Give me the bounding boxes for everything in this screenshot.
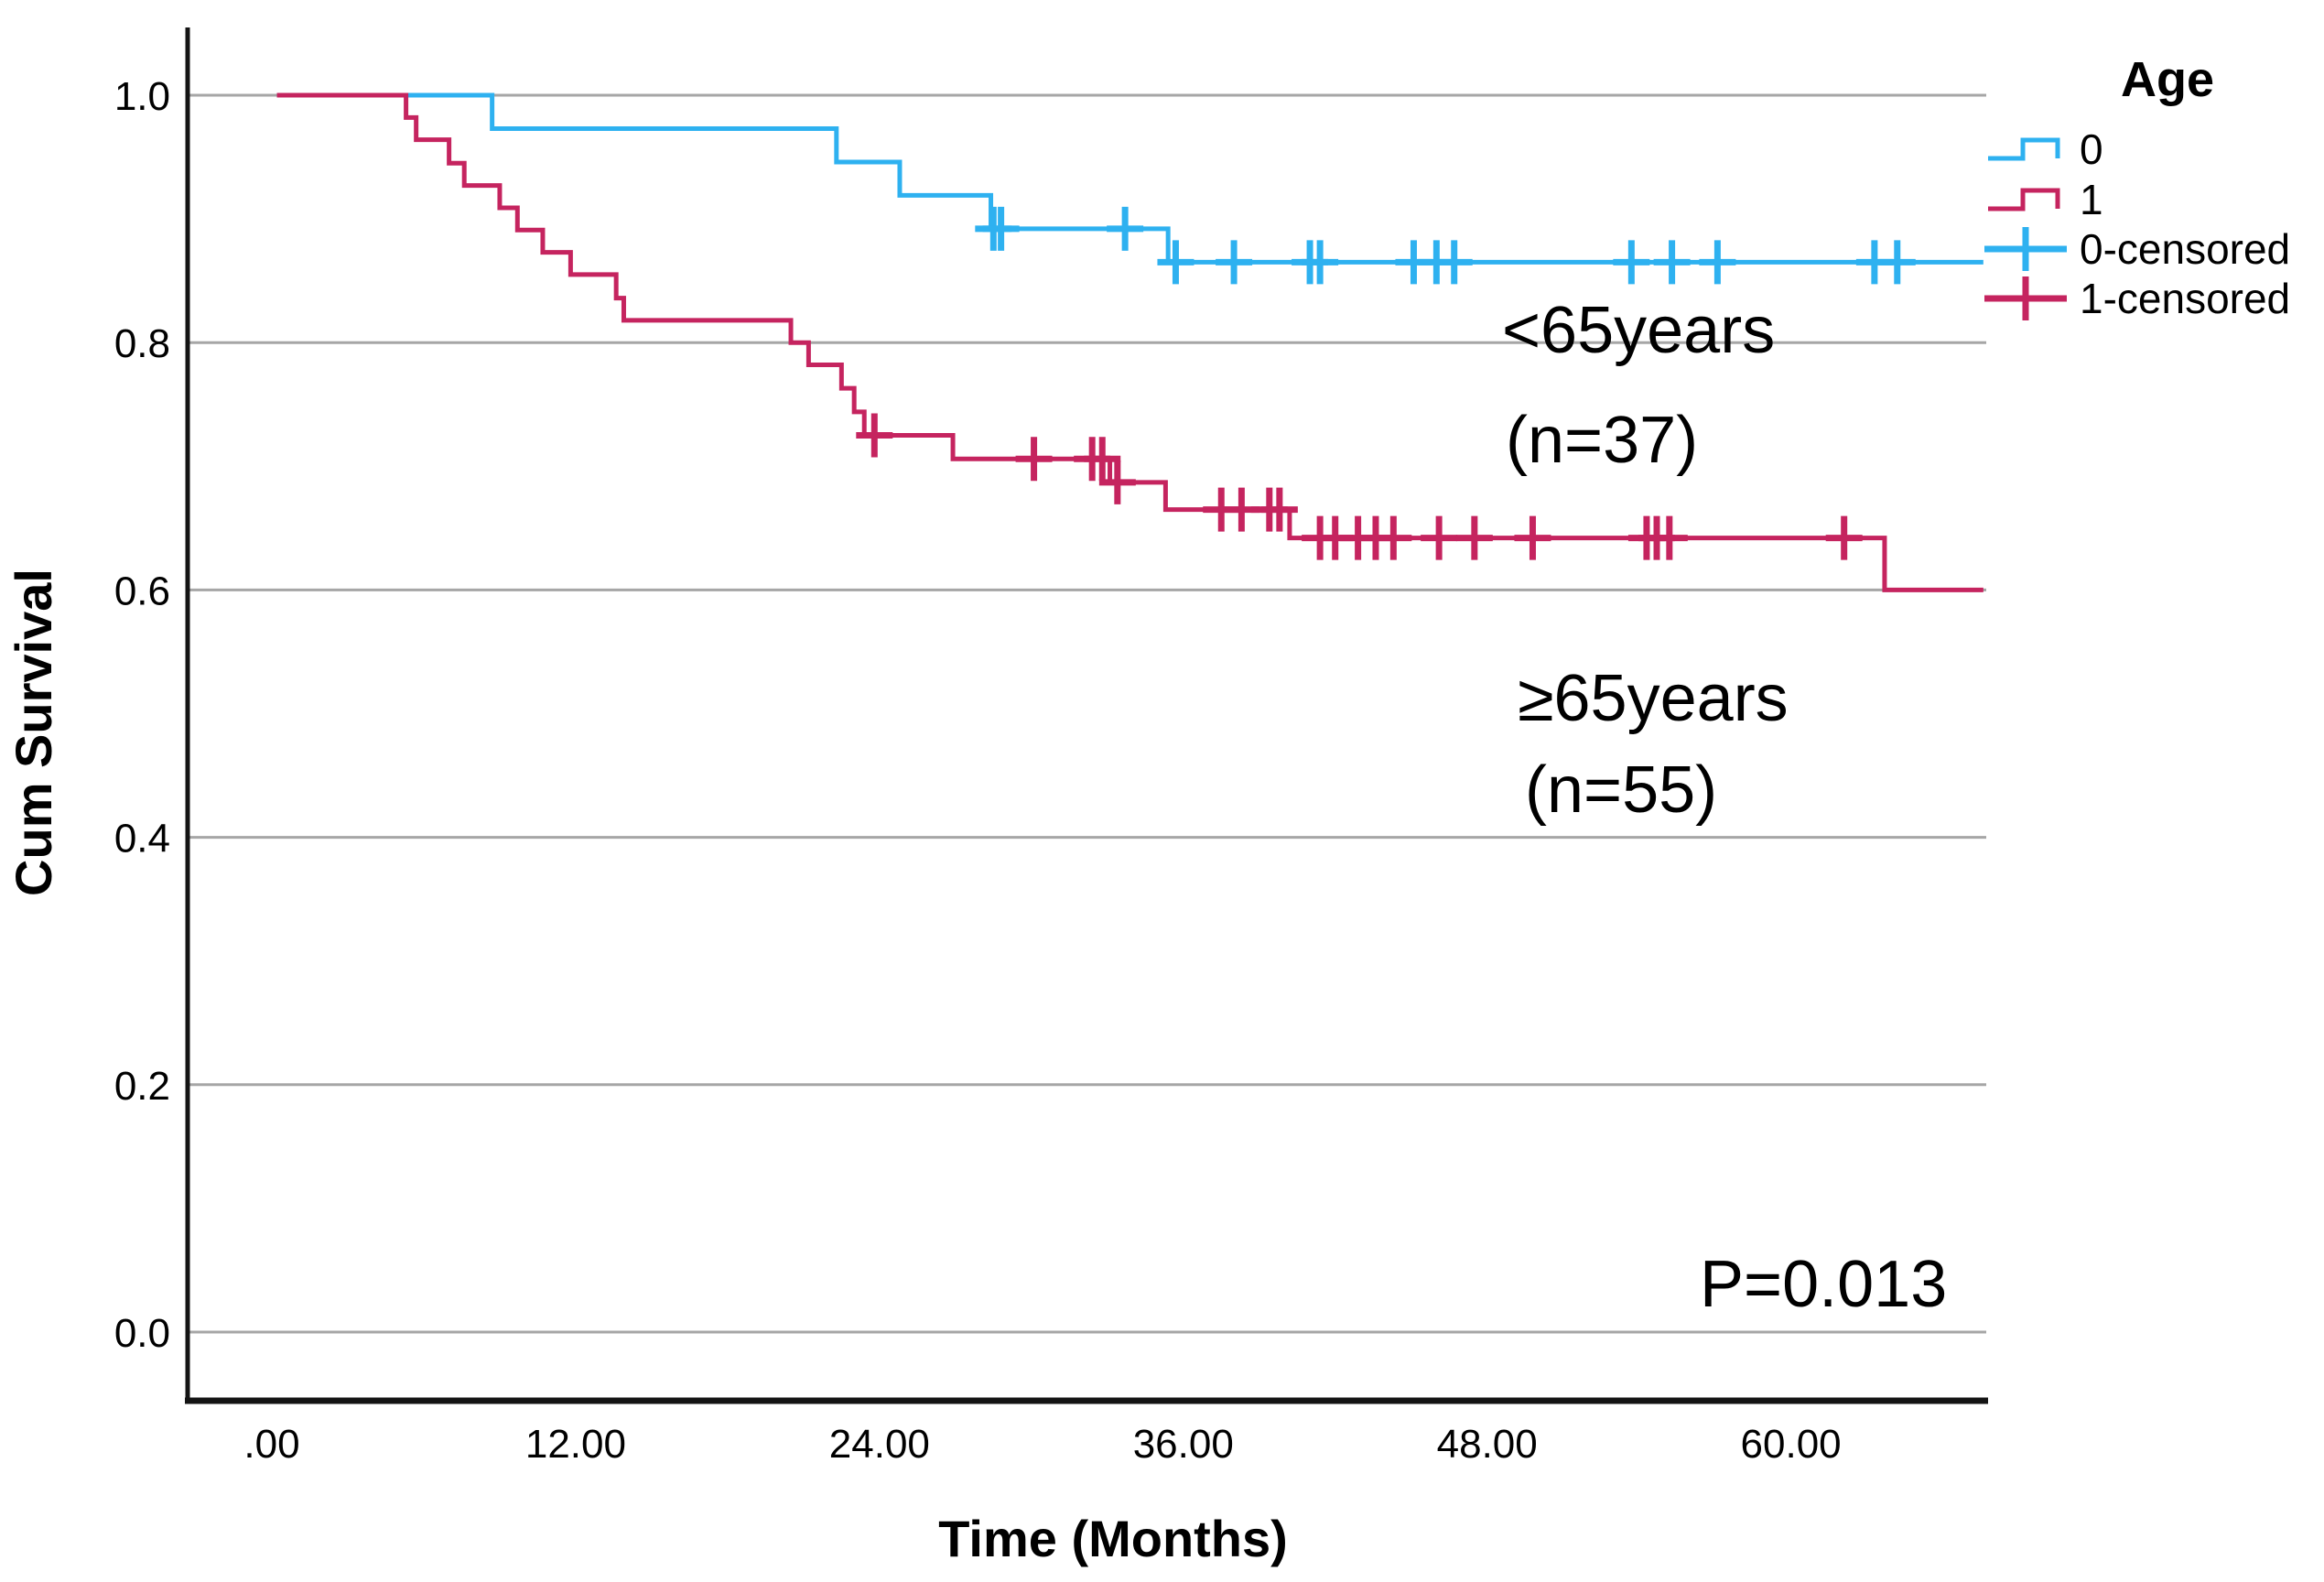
annotation-group0-label: <65years (1502, 294, 1775, 367)
censor-mark-group-1 (1375, 515, 1412, 560)
legend-censored-icon (1984, 227, 2067, 271)
y-tick-label: 0.4 (114, 817, 170, 861)
censor-mark-group-0 (1216, 240, 1253, 285)
censor-mark-group-1 (1098, 460, 1136, 504)
axes (185, 27, 1988, 1404)
censor-mark-group-1 (1650, 515, 1688, 560)
x-axis-tick-labels: .00 12.00 24.00 36.00 48.00 60.00 (243, 1422, 1841, 1467)
legend-step-icon (1988, 188, 2060, 211)
annotation-p-value: P=0.013 (1700, 1248, 1947, 1321)
x-tick-label: 60.00 (1741, 1422, 1842, 1467)
censor-mark-group-0 (1613, 240, 1650, 285)
x-tick-label: .00 (243, 1422, 299, 1467)
legend-title: Age (2121, 52, 2214, 107)
censor-mark-group-1 (1421, 515, 1458, 560)
annotations: <65years (n=37) ≥65years (n=55) P=0.013 (1502, 294, 1947, 1321)
x-tick-label: 12.00 (525, 1422, 626, 1467)
censor-mark-group-1 (1260, 487, 1298, 532)
x-tick-label: 36.00 (1133, 1422, 1234, 1467)
legend-step-icon (1988, 137, 2060, 161)
legend-entry-label: 1 (2080, 176, 2103, 223)
survival-curve-group-0 (276, 92, 1984, 265)
y-axis-tick-labels: 1.0 0.8 0.6 0.4 0.2 0.0 (114, 74, 170, 1356)
y-tick-label: 0.2 (114, 1064, 170, 1109)
censor-mark-group-0 (1107, 206, 1144, 251)
censor-marks (856, 206, 1916, 560)
y-tick-label: 1.0 (114, 74, 170, 119)
censor-mark-group-1 (1825, 515, 1863, 560)
censor-mark-group-1 (1455, 515, 1493, 560)
y-tick-label: 0.6 (114, 569, 170, 613)
y-axis-title: Cum Survival (5, 569, 62, 896)
legend-entry-label: 1-censored (2080, 275, 2290, 322)
legend-entry-label: 0-censored (2080, 225, 2290, 273)
censor-mark-group-1 (1514, 515, 1551, 560)
annotation-group0-n: (n=37) (1506, 404, 1698, 477)
censor-mark-group-0 (1653, 240, 1691, 285)
censor-mark-group-1 (1015, 437, 1053, 482)
x-tick-label: 24.00 (829, 1422, 930, 1467)
x-axis-title: Time (Months) (938, 1510, 1288, 1567)
y-tick-label: 0.8 (114, 321, 170, 366)
legend-censored-icon (1984, 276, 2067, 320)
censor-mark-group-1 (1084, 437, 1121, 482)
gridlines (188, 93, 1986, 1334)
x-tick-label: 48.00 (1437, 1422, 1538, 1467)
censor-mark-group-0 (1435, 240, 1473, 285)
legend-entry-label: 0 (2080, 125, 2103, 173)
y-tick-label: 0.0 (114, 1311, 170, 1356)
censor-mark-group-0 (1699, 240, 1736, 285)
censor-mark-group-0 (1878, 240, 1916, 285)
censor-mark-group-0 (1302, 240, 1339, 285)
censor-mark-group-0 (982, 206, 1020, 251)
censor-mark-group-1 (856, 413, 893, 458)
annotation-group1-label: ≥65years (1518, 662, 1789, 735)
annotation-group1-n: (n=55) (1525, 753, 1717, 827)
censor-mark-group-0 (1157, 240, 1194, 285)
